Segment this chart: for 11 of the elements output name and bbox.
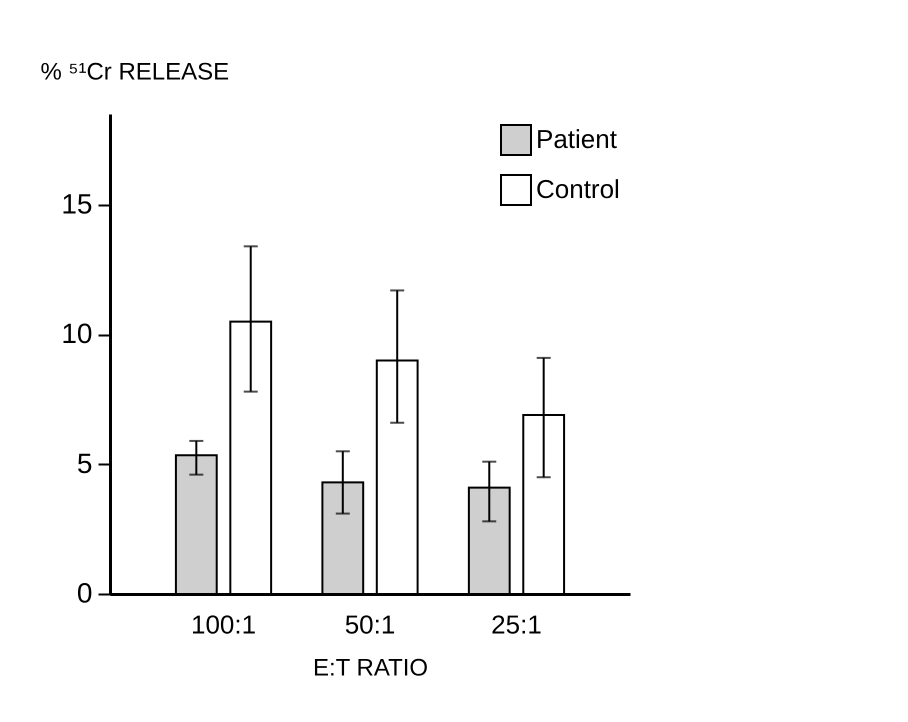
x-axis-title: E:T RATIO [312,654,428,682]
x-tick-label: 100:1 [190,610,256,640]
y-tick-label: 15 [61,188,92,220]
legend-label: Patient [536,124,618,154]
x-tick-label: 25:1 [491,610,542,640]
x-tick-label: 50:1 [344,610,396,640]
y-tick-label: 10 [61,318,92,350]
y-tick-label: 5 [76,448,92,479]
y-axis-title: % ⁵¹Cr RELEASE [40,58,230,86]
y-tick-label: 0 [76,578,92,608]
legend-label: Control [536,174,620,204]
